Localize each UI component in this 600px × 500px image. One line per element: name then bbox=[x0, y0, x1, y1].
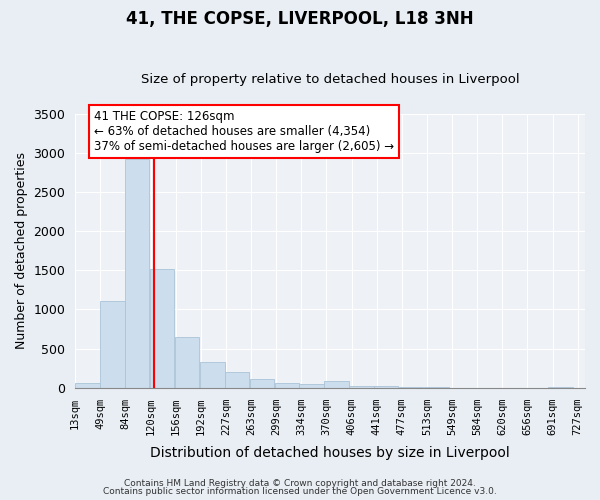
Bar bbox=[175, 337, 199, 388]
Text: Contains HM Land Registry data © Crown copyright and database right 2024.: Contains HM Land Registry data © Crown c… bbox=[124, 478, 476, 488]
Bar bbox=[275, 384, 299, 388]
Bar bbox=[299, 384, 323, 388]
Bar bbox=[200, 362, 224, 388]
Bar bbox=[349, 386, 374, 388]
Bar bbox=[374, 386, 398, 388]
Text: 41, THE COPSE, LIVERPOOL, L18 3NH: 41, THE COPSE, LIVERPOOL, L18 3NH bbox=[126, 10, 474, 28]
Bar bbox=[125, 159, 149, 388]
Y-axis label: Number of detached properties: Number of detached properties bbox=[15, 152, 28, 349]
Text: 41 THE COPSE: 126sqm
← 63% of detached houses are smaller (4,354)
37% of semi-de: 41 THE COPSE: 126sqm ← 63% of detached h… bbox=[94, 110, 394, 153]
Text: Contains public sector information licensed under the Open Government Licence v3: Contains public sector information licen… bbox=[103, 487, 497, 496]
Bar bbox=[250, 380, 274, 388]
Bar bbox=[224, 372, 249, 388]
Bar bbox=[75, 384, 100, 388]
Bar bbox=[325, 380, 349, 388]
Bar bbox=[100, 300, 125, 388]
Bar bbox=[150, 270, 174, 388]
X-axis label: Distribution of detached houses by size in Liverpool: Distribution of detached houses by size … bbox=[150, 446, 510, 460]
Title: Size of property relative to detached houses in Liverpool: Size of property relative to detached ho… bbox=[141, 73, 520, 86]
